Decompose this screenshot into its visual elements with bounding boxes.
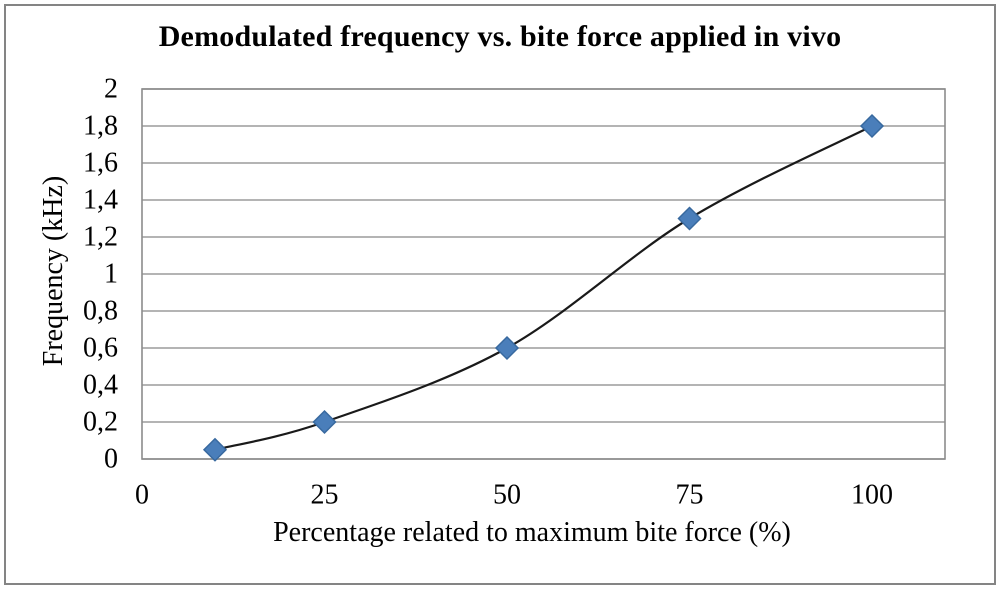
y-tick-label: 0,8 [83,296,118,327]
data-point-marker [202,437,228,462]
x-tick-label: 0 [135,480,149,511]
y-tick-label: 1,6 [83,148,118,179]
y-tick-label: 2 [104,74,118,105]
data-point-marker [312,409,337,435]
y-tick-label: 0 [104,444,118,475]
y-tick-label: 0,2 [83,407,118,438]
x-axis-title: Percentage related to maximum bite force… [273,517,791,548]
chart-title: Demodulated frequency vs. bite force app… [158,20,842,53]
data-point-marker [494,335,520,361]
x-tick-label: 50 [493,480,521,511]
x-tick-label: 75 [676,480,704,511]
y-tick-label: 1,8 [83,111,118,142]
y-tick-label: 1,4 [83,185,118,216]
data-point-marker [859,113,885,139]
plot-border [141,88,946,460]
y-tick-label: 1,2 [83,222,118,253]
x-tick-label: 100 [851,480,893,511]
data-point-marker [677,206,702,231]
y-tick-label: 0,6 [83,333,118,364]
y-tick-label: 1 [104,259,118,290]
y-tick-label: 0,4 [83,370,118,401]
trendline-curve [213,124,874,451]
x-tick-label: 25 [311,480,339,511]
